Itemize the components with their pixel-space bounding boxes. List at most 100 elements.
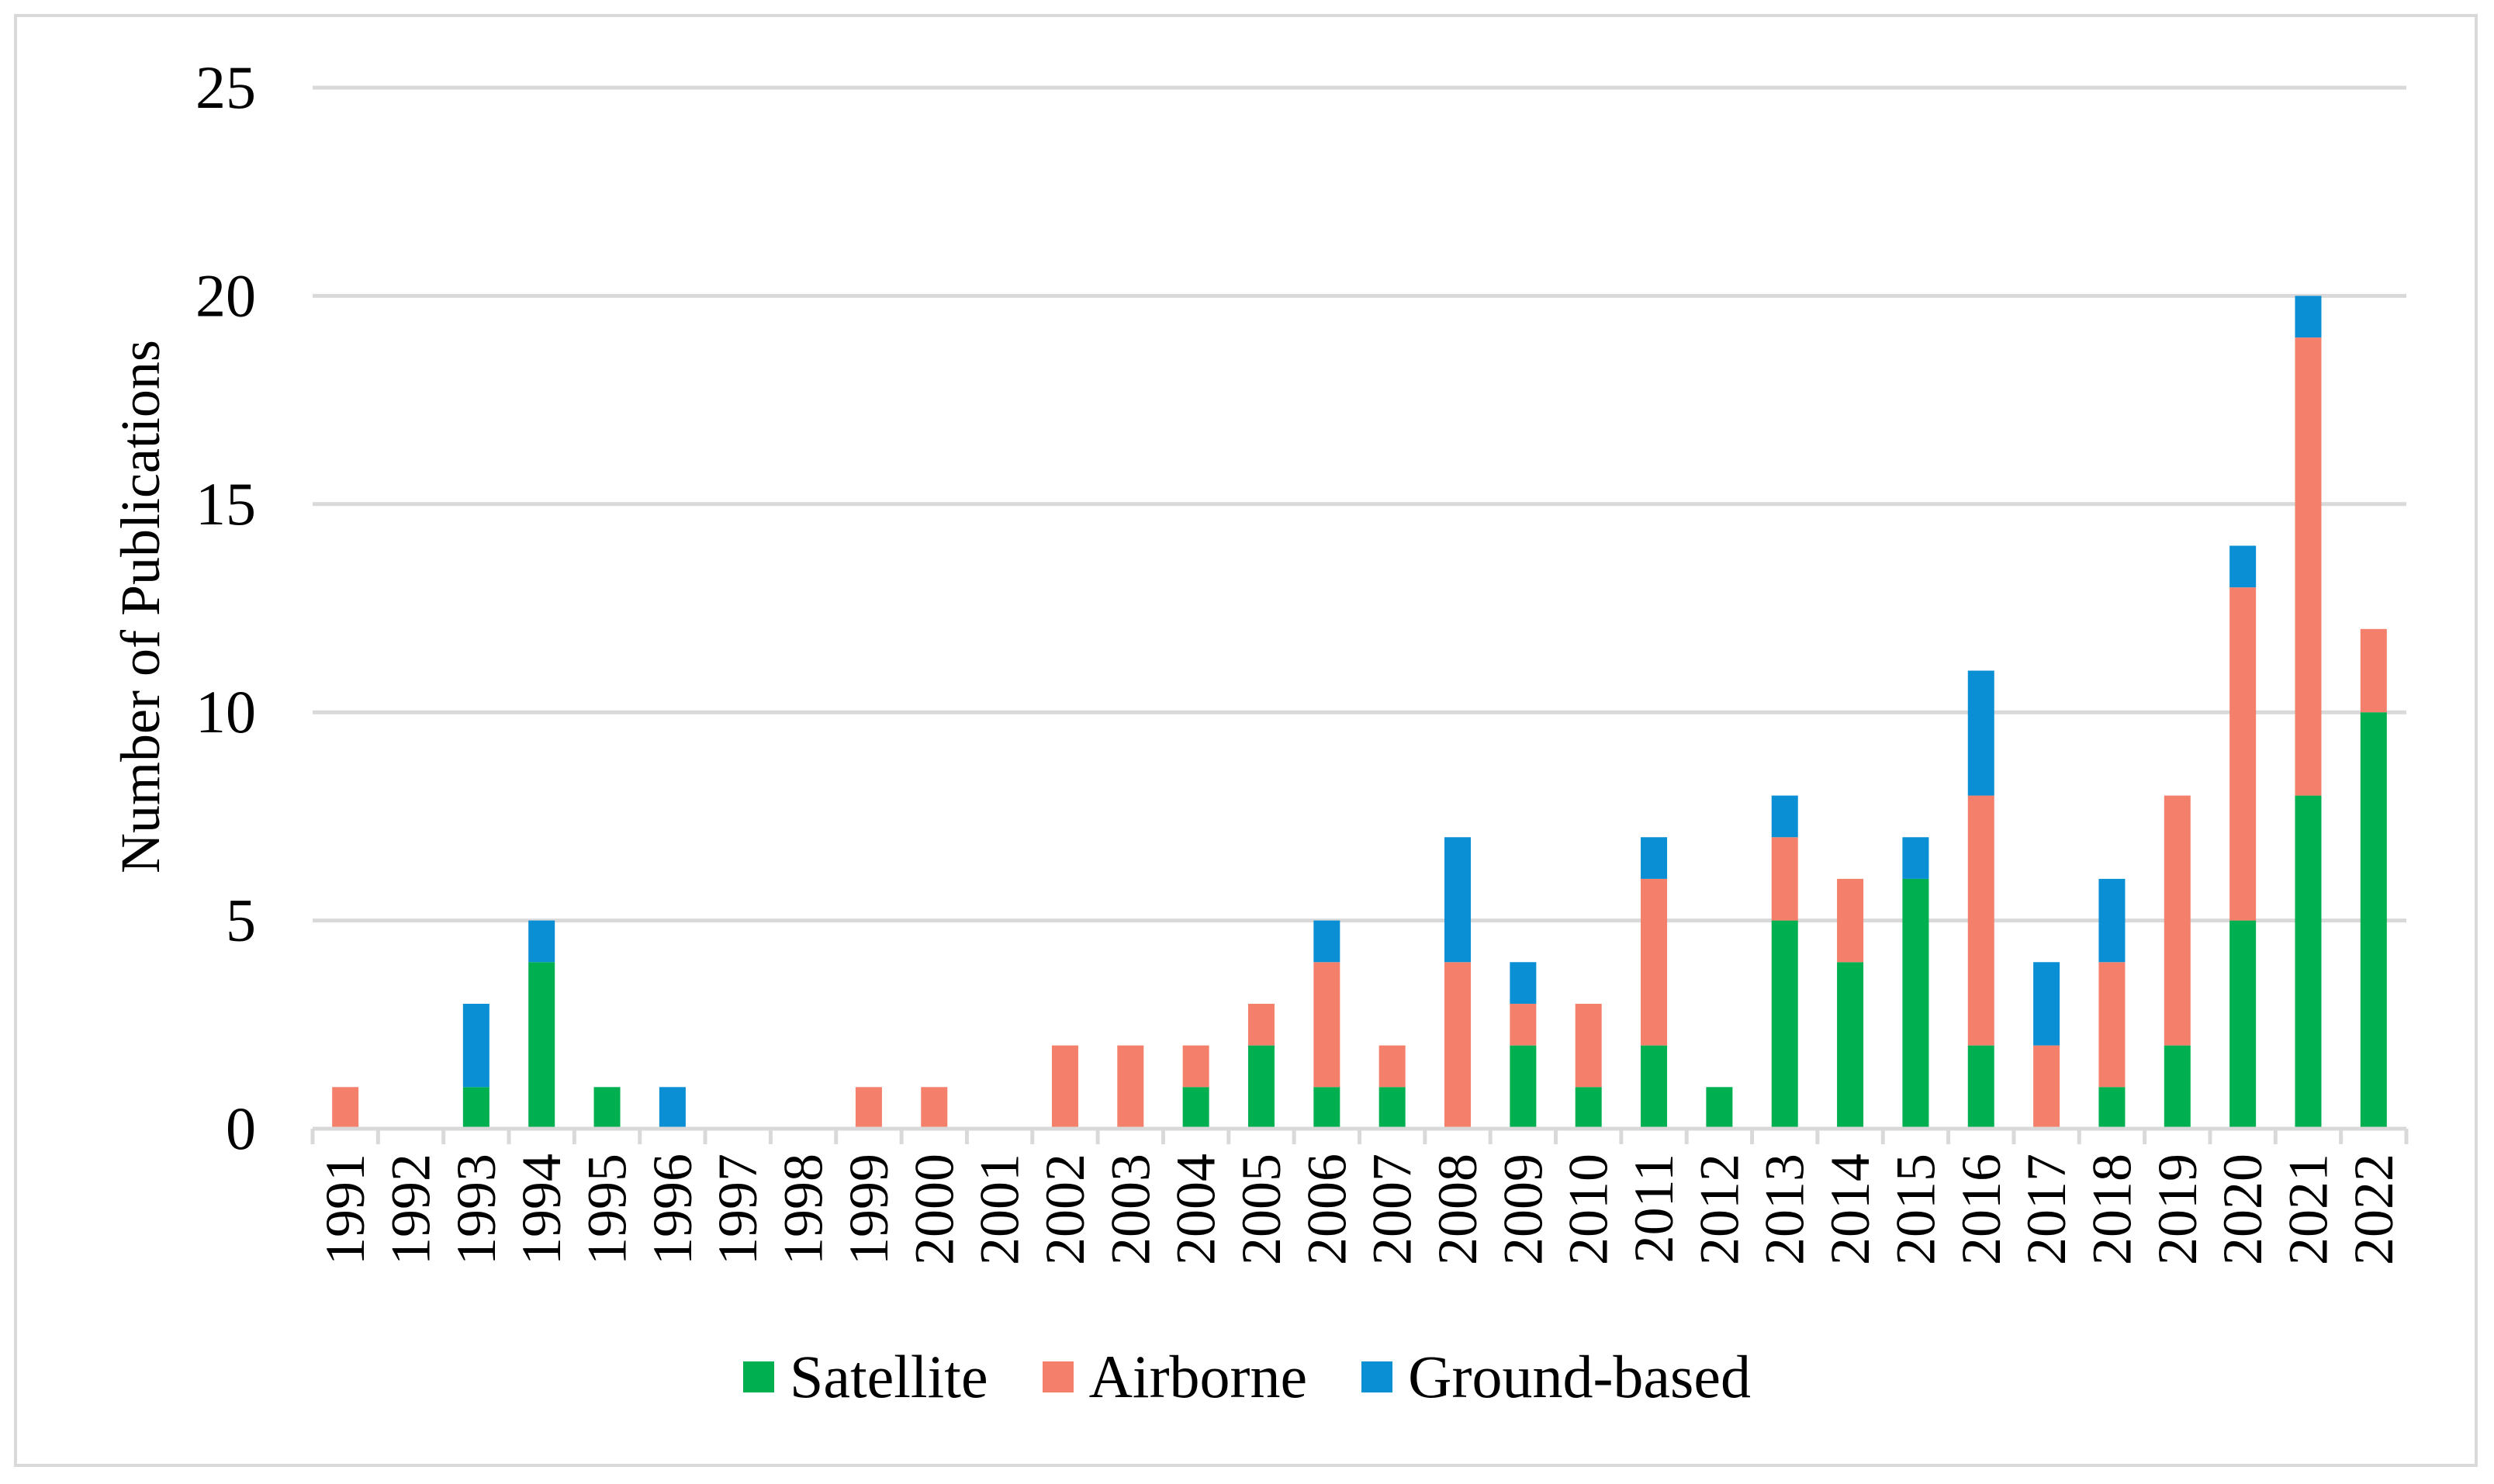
legend-swatch [742,1361,774,1392]
x-tick-label-2003: 2003 [1099,1154,1161,1265]
x-tick-label-2012: 2012 [1688,1154,1750,1265]
x-tick-label-2002: 2002 [1034,1154,1096,1265]
bar-satellite-1993 [462,1087,489,1129]
bar-airborne-2021 [2295,337,2322,796]
bar-airborne-2010 [1575,1003,1602,1088]
legend-swatch [1042,1361,1074,1392]
bars [332,296,2387,1129]
bar-airborne-2006 [1313,962,1340,1088]
bar-airborne-2016 [1967,795,1994,1046]
bar-satellite-1995 [593,1087,621,1129]
x-tick-label-2008: 2008 [1427,1154,1489,1265]
bar-satellite-2006 [1313,1087,1340,1129]
bar-airborne-2017 [2033,1045,2060,1129]
bar-ground-based-2008 [1444,837,1472,963]
bar-satellite-2018 [2098,1087,2126,1129]
x-tick-label-2009: 2009 [1492,1154,1554,1265]
gridlines [313,85,2406,923]
legend-item-ground-based: Ground-based [1361,1342,1751,1412]
x-tick-label-2007: 2007 [1361,1154,1423,1265]
bar-satellite-2010 [1575,1087,1602,1129]
bar-satellite-2004 [1182,1087,1209,1129]
chart-frame [14,14,2478,1467]
legend: Satellite Airborne Ground-based [0,1334,2494,1420]
bar-ground-based-2013 [1771,795,1798,838]
bar-airborne-2018 [2098,962,2126,1088]
y-axis-label: Number of Publications [109,340,171,873]
x-tick-label-1993: 1993 [445,1154,507,1265]
bar-ground-based-1996 [659,1087,686,1129]
x-tick-label-2018: 2018 [2081,1154,2143,1265]
x-tick-label-2013: 2013 [1754,1154,1816,1265]
bar-airborne-1999 [855,1087,882,1129]
bar-airborne-2007 [1378,1045,1406,1088]
bar-ground-based-2011 [1641,837,1668,879]
bar-satellite-2013 [1771,920,1798,1129]
bar-airborne-2022 [2360,628,2387,713]
x-tick-label-2016: 2016 [1950,1154,2012,1265]
x-tick-label-2005: 2005 [1230,1154,1292,1265]
bar-satellite-2005 [1247,1045,1275,1129]
bar-airborne-2009 [1510,1003,1537,1046]
bar-ground-based-2018 [2098,878,2126,963]
x-tick-label-1995: 1995 [576,1154,638,1265]
bar-ground-based-2006 [1313,920,1340,963]
bar-satellite-2016 [1967,1045,1994,1129]
bar-ground-based-1994 [528,920,555,963]
x-tick-label-2021: 2021 [2277,1154,2339,1265]
legend-label: Satellite [789,1343,988,1410]
x-tick-label-2010: 2010 [1558,1154,1620,1265]
x-tick-label-1991: 1991 [314,1154,376,1265]
x-axis [310,1126,2409,1144]
bar-satellite-2021 [2295,795,2322,1129]
bar-ground-based-2020 [2229,545,2257,588]
y-tick-label: 25 [195,54,256,121]
x-tick-label-2001: 2001 [969,1154,1031,1265]
x-tick-label-2017: 2017 [2015,1154,2077,1265]
bar-airborne-2008 [1444,962,1472,1129]
x-tick-label-2000: 2000 [903,1154,965,1265]
x-tick-label-2014: 2014 [1819,1154,1881,1265]
legend-label: Airborne [1088,1343,1308,1410]
x-tick-label-2020: 2020 [2212,1154,2274,1265]
bar-satellite-2019 [2164,1045,2191,1129]
legend-swatch [1361,1361,1393,1392]
bar-satellite-2011 [1641,1045,1668,1129]
x-tick-label-2004: 2004 [1165,1154,1227,1265]
legend-item-airborne: Airborne [1042,1342,1308,1412]
bar-ground-based-2017 [2033,962,2060,1046]
x-tick-label-2006: 2006 [1295,1154,1358,1265]
legend-item-satellite: Satellite [742,1342,988,1412]
bar-airborne-2003 [1117,1045,1144,1129]
bar-airborne-2019 [2164,795,2191,1046]
bar-satellite-2020 [2229,920,2257,1129]
x-tick-label-1994: 1994 [510,1154,572,1265]
y-tick-label: 0 [226,1095,256,1162]
bar-satellite-2007 [1378,1087,1406,1129]
bar-airborne-2005 [1247,1003,1275,1046]
x-tick-label-1998: 1998 [773,1154,835,1265]
bar-ground-based-2016 [1967,670,1994,796]
bar-airborne-2004 [1182,1045,1209,1088]
bar-airborne-2011 [1641,878,1668,1046]
x-tick-label-1996: 1996 [642,1154,704,1265]
x-tick-label-2022: 2022 [2343,1154,2405,1265]
bar-ground-based-2015 [1902,837,1929,879]
bar-satellite-2022 [2360,712,2387,1129]
bar-airborne-2020 [2229,587,2257,921]
bar-ground-based-2021 [2295,296,2322,338]
y-tick-label: 10 [195,678,256,745]
bar-airborne-2000 [921,1087,948,1129]
bar-airborne-1991 [332,1087,359,1129]
bar-ground-based-1993 [462,1003,489,1088]
x-tick-labels: 1991 1992 1993 1994 1995 1996 1997 1998 1999 2000… [314,1154,2405,1265]
y-tick-label: 5 [226,887,256,954]
bar-airborne-2002 [1051,1045,1078,1129]
bar-satellite-2015 [1902,878,1929,1129]
x-tick-label-1997: 1997 [707,1154,769,1265]
bar-ground-based-2009 [1510,962,1537,1004]
x-tick-label-2019: 2019 [2146,1154,2209,1265]
y-tick-label: 15 [195,470,256,538]
y-tick-label: 20 [195,261,256,329]
